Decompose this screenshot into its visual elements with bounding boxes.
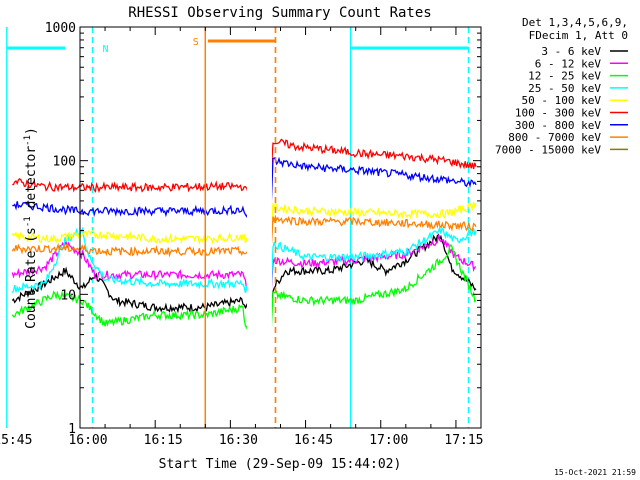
series-line (11, 233, 477, 311)
x-axis: 15:45 16:00 16:15 16:30 16:45 17:00 17:15 (0, 27, 484, 448)
y-tick-label: 10 (60, 288, 76, 303)
timestamp: 15-Oct-2021 21:59 (554, 468, 636, 477)
plot-area: NS (6, 26, 482, 429)
x-axis-label: Start Time (29-Sep-09 15:44:02) (159, 457, 402, 472)
x-tick-label: 15:45 (0, 433, 32, 448)
chart-title: RHESSI Observing Summary Count Rates (128, 5, 431, 21)
legend-header: Det 1,3,4,5,6,9, (522, 16, 628, 29)
legend-label: 100 - 300 keV (515, 107, 601, 120)
legend: Det 1,3,4,5,6,9,FDecim 1, Att 0 3 - 6 keV… (495, 16, 628, 156)
x-tick-label: 16:45 (294, 433, 333, 448)
legend-label: 3 - 6 keV (541, 45, 601, 58)
x-tick-label: 16:00 (68, 433, 107, 448)
y-axis-label-part2: detector (24, 146, 39, 217)
series-line (11, 243, 477, 352)
y-axis-label: Count Rate (s-1 detector-1) (23, 127, 39, 329)
series-line (12, 138, 477, 200)
y-tick-label: 1000 (45, 21, 76, 36)
series-line (12, 156, 477, 224)
y-axis-label-part3: ) (24, 127, 39, 135)
y-tick-label: 1 (68, 422, 76, 437)
series-line (11, 233, 477, 339)
y-axis-label-part1: Count Rate (s (24, 227, 39, 329)
y-tick-label: 100 (53, 155, 76, 170)
night-annotation: N (103, 44, 109, 55)
data-gap (246, 52, 272, 427)
x-tick-label: 17:15 (444, 433, 483, 448)
saa-annotation: S (193, 37, 199, 48)
x-tick-label: 16:30 (219, 433, 258, 448)
legend-label: 800 - 7000 keV (508, 131, 601, 144)
y-axis-label-sup2: -1 (23, 135, 33, 146)
series-line (11, 225, 477, 313)
legend-label: 300 - 800 keV (515, 119, 601, 132)
legend-label: 50 - 100 keV (522, 94, 602, 107)
legend-label: 12 - 25 keV (528, 70, 601, 83)
series-line (11, 214, 477, 262)
x-tick-label: 16:15 (144, 433, 183, 448)
series-line (11, 202, 477, 254)
legend-label: 7000 - 15000 keV (495, 143, 601, 156)
legend-label: 25 - 50 keV (528, 82, 601, 95)
legend-label: 6 - 12 keV (535, 57, 602, 70)
legend-header: FDecim 1, Att 0 (529, 29, 628, 42)
y-axis-label-sup1: -1 (23, 216, 33, 227)
y-axis: 1 10 100 1000 (45, 21, 481, 437)
x-tick-label: 17:00 (369, 433, 408, 448)
